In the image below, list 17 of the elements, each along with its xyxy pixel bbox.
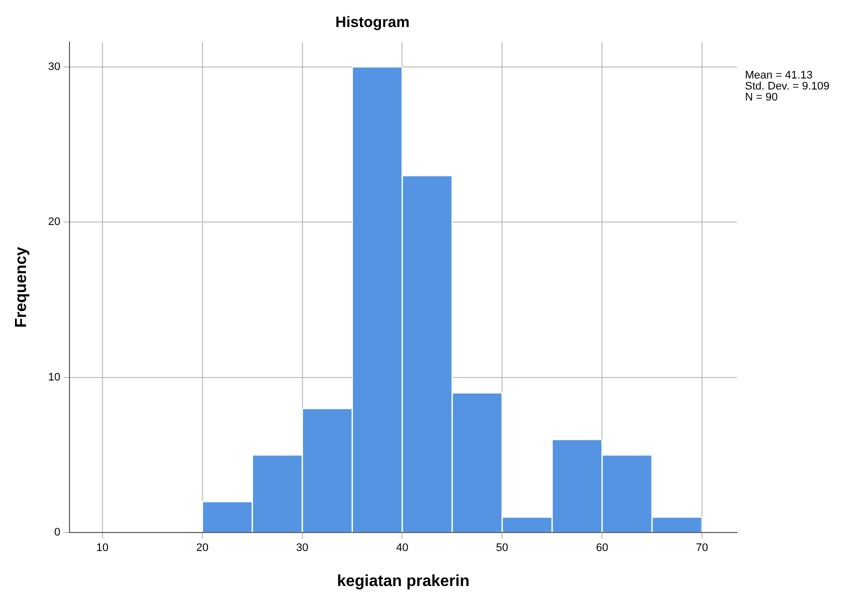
text: Std. Dev. = 9.109 — [745, 80, 830, 93]
chart-title: Histogram — [335, 14, 410, 32]
x-tick-label: 70 — [696, 542, 708, 554]
x-tick-label: 20 — [196, 542, 208, 554]
x-axis-title: kegiatan prakerin — [336, 572, 470, 590]
x-tick-label: 60 — [596, 542, 608, 554]
y-tick-label: 30 — [48, 60, 60, 73]
text: N = 90 — [745, 92, 778, 104]
y-tick-label: 10 — [48, 371, 60, 384]
x-tick-label: 40 — [396, 542, 408, 554]
y-axis-title: Frequency — [13, 246, 30, 328]
text: Mean = 41.13 — [745, 70, 813, 82]
y-tick-label: 0 — [54, 526, 60, 539]
x-tick-label: 10 — [96, 542, 109, 554]
y-tick-label: 20 — [48, 216, 60, 228]
x-tick-label: 30 — [296, 542, 308, 554]
x-tick-label: 50 — [496, 542, 508, 554]
